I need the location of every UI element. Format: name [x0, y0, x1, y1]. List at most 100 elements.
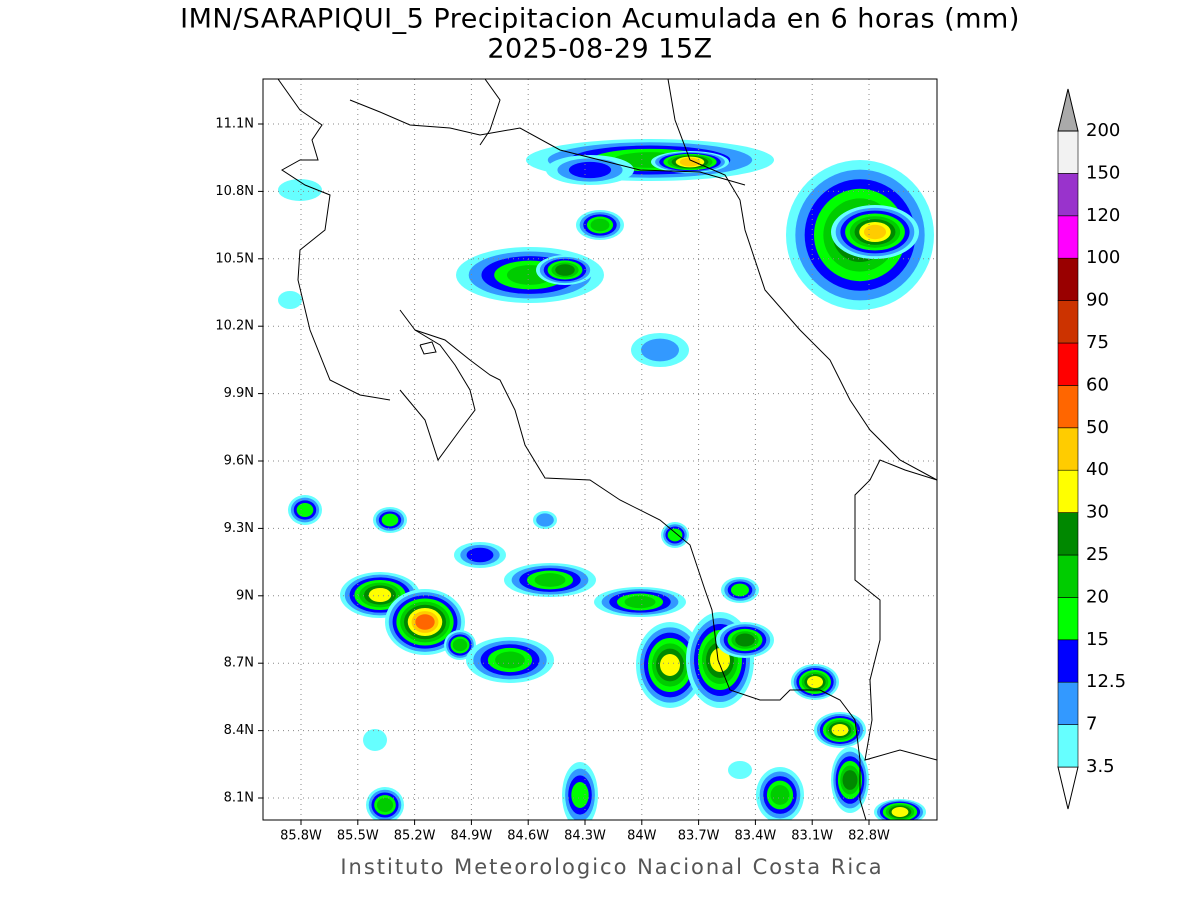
- precip-area: [452, 638, 468, 652]
- coastline: [277, 79, 391, 401]
- precip-area: [641, 338, 679, 362]
- precip-field: [278, 139, 934, 820]
- lat-label: 11.1N: [215, 117, 254, 132]
- precip-area: [891, 807, 909, 817]
- subtitle: 2025-08-29 15Z: [487, 34, 712, 65]
- colorbar: 3.5 7 12.5 15 20 25 30 40 50 60 75 90 100 120 150 200: [1057, 88, 1126, 810]
- footer: Instituto Meteorologico Nacional Costa R…: [340, 855, 883, 879]
- colorbar-label: 150: [1086, 162, 1120, 183]
- colorbar-bin: [1057, 385, 1079, 429]
- colorbar-label: 50: [1086, 417, 1109, 438]
- colorbar-label: 200: [1086, 120, 1120, 141]
- lon-label: 83.4W: [734, 829, 776, 844]
- precip-area: [807, 676, 823, 688]
- colorbar-label: 20: [1086, 586, 1109, 607]
- lat-label: 9N: [236, 588, 254, 603]
- coastline: [419, 341, 437, 355]
- colorbar-label: 40: [1086, 459, 1109, 480]
- colorbar-label: 25: [1086, 544, 1109, 565]
- colorbar-bin: [1057, 597, 1079, 641]
- colorbar-bin: [1057, 300, 1079, 344]
- colorbar-bin: [1057, 469, 1079, 513]
- lat-label: 10.5N: [215, 251, 254, 266]
- precip-area: [863, 224, 887, 240]
- colorbar-upper: [1057, 88, 1079, 132]
- lon-label: 84W: [627, 829, 657, 844]
- colorbar-label: 12.5: [1086, 671, 1126, 692]
- lon-label: 83.7W: [678, 829, 720, 844]
- colorbar-bin: [1057, 427, 1079, 471]
- coastline: [667, 79, 937, 481]
- precip-area: [415, 614, 435, 630]
- colorbar-bin: [1057, 681, 1079, 725]
- colorbar-bin: [1057, 554, 1079, 598]
- coastline: [479, 79, 501, 146]
- precip-area: [571, 782, 589, 808]
- coastline: [349, 99, 746, 186]
- precip-area: [278, 291, 302, 309]
- precip-area: [770, 785, 790, 805]
- precip-area: [296, 503, 314, 517]
- precip-area: [278, 179, 322, 201]
- lon-label: 85.8W: [280, 829, 322, 844]
- lat-label: 9.3N: [224, 521, 254, 536]
- colorbar-lower: [1057, 766, 1079, 810]
- lon-label: 83.1W: [791, 829, 833, 844]
- map-frame: [262, 78, 938, 821]
- precip-area: [660, 654, 680, 676]
- colorbar-label: 30: [1086, 502, 1109, 523]
- coastline: [399, 309, 476, 462]
- precip-area: [679, 157, 701, 167]
- colorbar-bin: [1057, 130, 1079, 174]
- colorbar-bin: [1057, 724, 1079, 768]
- title: IMN/SARAPIQUI_5 Precipitacion Acumulada …: [180, 4, 1020, 35]
- lat-label: 10.2N: [215, 319, 254, 334]
- precip-area: [376, 797, 394, 813]
- precip-area: [555, 264, 575, 276]
- lon-label: 85.5W: [337, 829, 379, 844]
- precip-area: [495, 651, 525, 669]
- colorbar-bin: [1057, 512, 1079, 556]
- precip-area: [534, 573, 566, 587]
- colorbar-label: 100: [1086, 247, 1120, 268]
- precip-area: [536, 513, 554, 527]
- colorbar-label: 60: [1086, 374, 1109, 395]
- colorbar-bin: [1057, 639, 1079, 683]
- lon-label: 84.3W: [564, 829, 606, 844]
- precip-area: [363, 729, 387, 751]
- lon-label: 82.8W: [848, 829, 890, 844]
- precip-area: [842, 770, 858, 790]
- precip-area: [624, 595, 656, 609]
- grid: 11.1N 10.8N 10.5N 10.2N 9.9N 9.6N 9.3N 9N 8.7N 8.…: [215, 79, 937, 844]
- colorbar-bin: [1057, 173, 1079, 217]
- colorbar-bin: [1057, 257, 1079, 301]
- lat-label: 8.4N: [224, 723, 254, 738]
- lat-label: 9.6N: [224, 454, 254, 469]
- coastline: [414, 329, 867, 820]
- lat-label: 8.1N: [224, 791, 254, 806]
- precip-area: [466, 547, 494, 563]
- colorbar-bin: [1057, 215, 1079, 259]
- colorbar-label: 75: [1086, 332, 1109, 353]
- precip-area: [568, 161, 612, 179]
- precip-area: [831, 724, 849, 736]
- colorbar-label: 3.5: [1086, 756, 1115, 777]
- lat-label: 10.8N: [215, 184, 254, 199]
- precip-area: [710, 648, 730, 672]
- colorbar-label: 15: [1086, 629, 1109, 650]
- precip-area: [728, 761, 752, 779]
- precip-area: [381, 513, 399, 527]
- precip-area: [735, 633, 755, 647]
- precip-area: [667, 528, 683, 542]
- colorbar-label: 120: [1086, 205, 1120, 226]
- colorbar-label: 7: [1086, 714, 1097, 735]
- colorbar-bin: [1057, 342, 1079, 386]
- precip-area: [731, 583, 749, 597]
- colorbar-label: 90: [1086, 290, 1109, 311]
- lon-label: 84.6W: [507, 829, 549, 844]
- precip-area: [368, 588, 392, 602]
- coastline: [854, 459, 937, 761]
- lon-label: 85.2W: [394, 829, 436, 844]
- coastlines: [277, 79, 937, 820]
